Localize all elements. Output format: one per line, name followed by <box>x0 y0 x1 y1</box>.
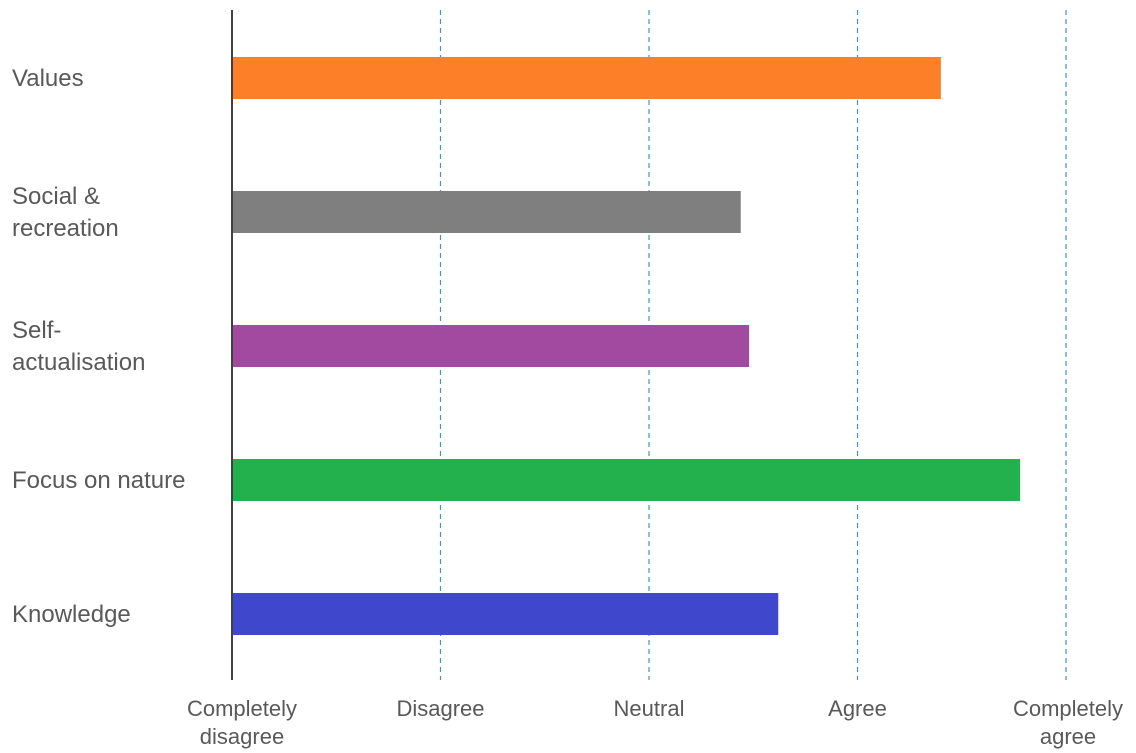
bar-0 <box>232 57 941 99</box>
bar-3 <box>232 459 1021 501</box>
category-label-4: Knowledge <box>12 601 131 628</box>
category-label-1: Social & recreation <box>12 183 119 242</box>
x-tick-labels: Completely disagree Disagree Neutral Agree Co… <box>187 696 1123 749</box>
category-labels: Values Social & recreation Self-actualisati… <box>12 65 185 628</box>
category-label-2: Self-actualisation <box>12 317 145 376</box>
x-tick-label-2: Neutral <box>614 696 685 721</box>
category-label-0: Values <box>12 65 84 92</box>
x-tick-label-3: Agree <box>828 696 887 721</box>
category-label-3: Focus on nature <box>12 467 185 494</box>
bars <box>232 57 1021 635</box>
bar-1 <box>232 191 741 233</box>
x-tick-label-4: Completely agree <box>1013 696 1123 749</box>
x-tick-label-1: Disagree <box>396 696 484 721</box>
bar-2 <box>232 325 750 367</box>
bar-4 <box>232 593 779 635</box>
x-tick-label-0: Completely disagree <box>187 696 297 749</box>
